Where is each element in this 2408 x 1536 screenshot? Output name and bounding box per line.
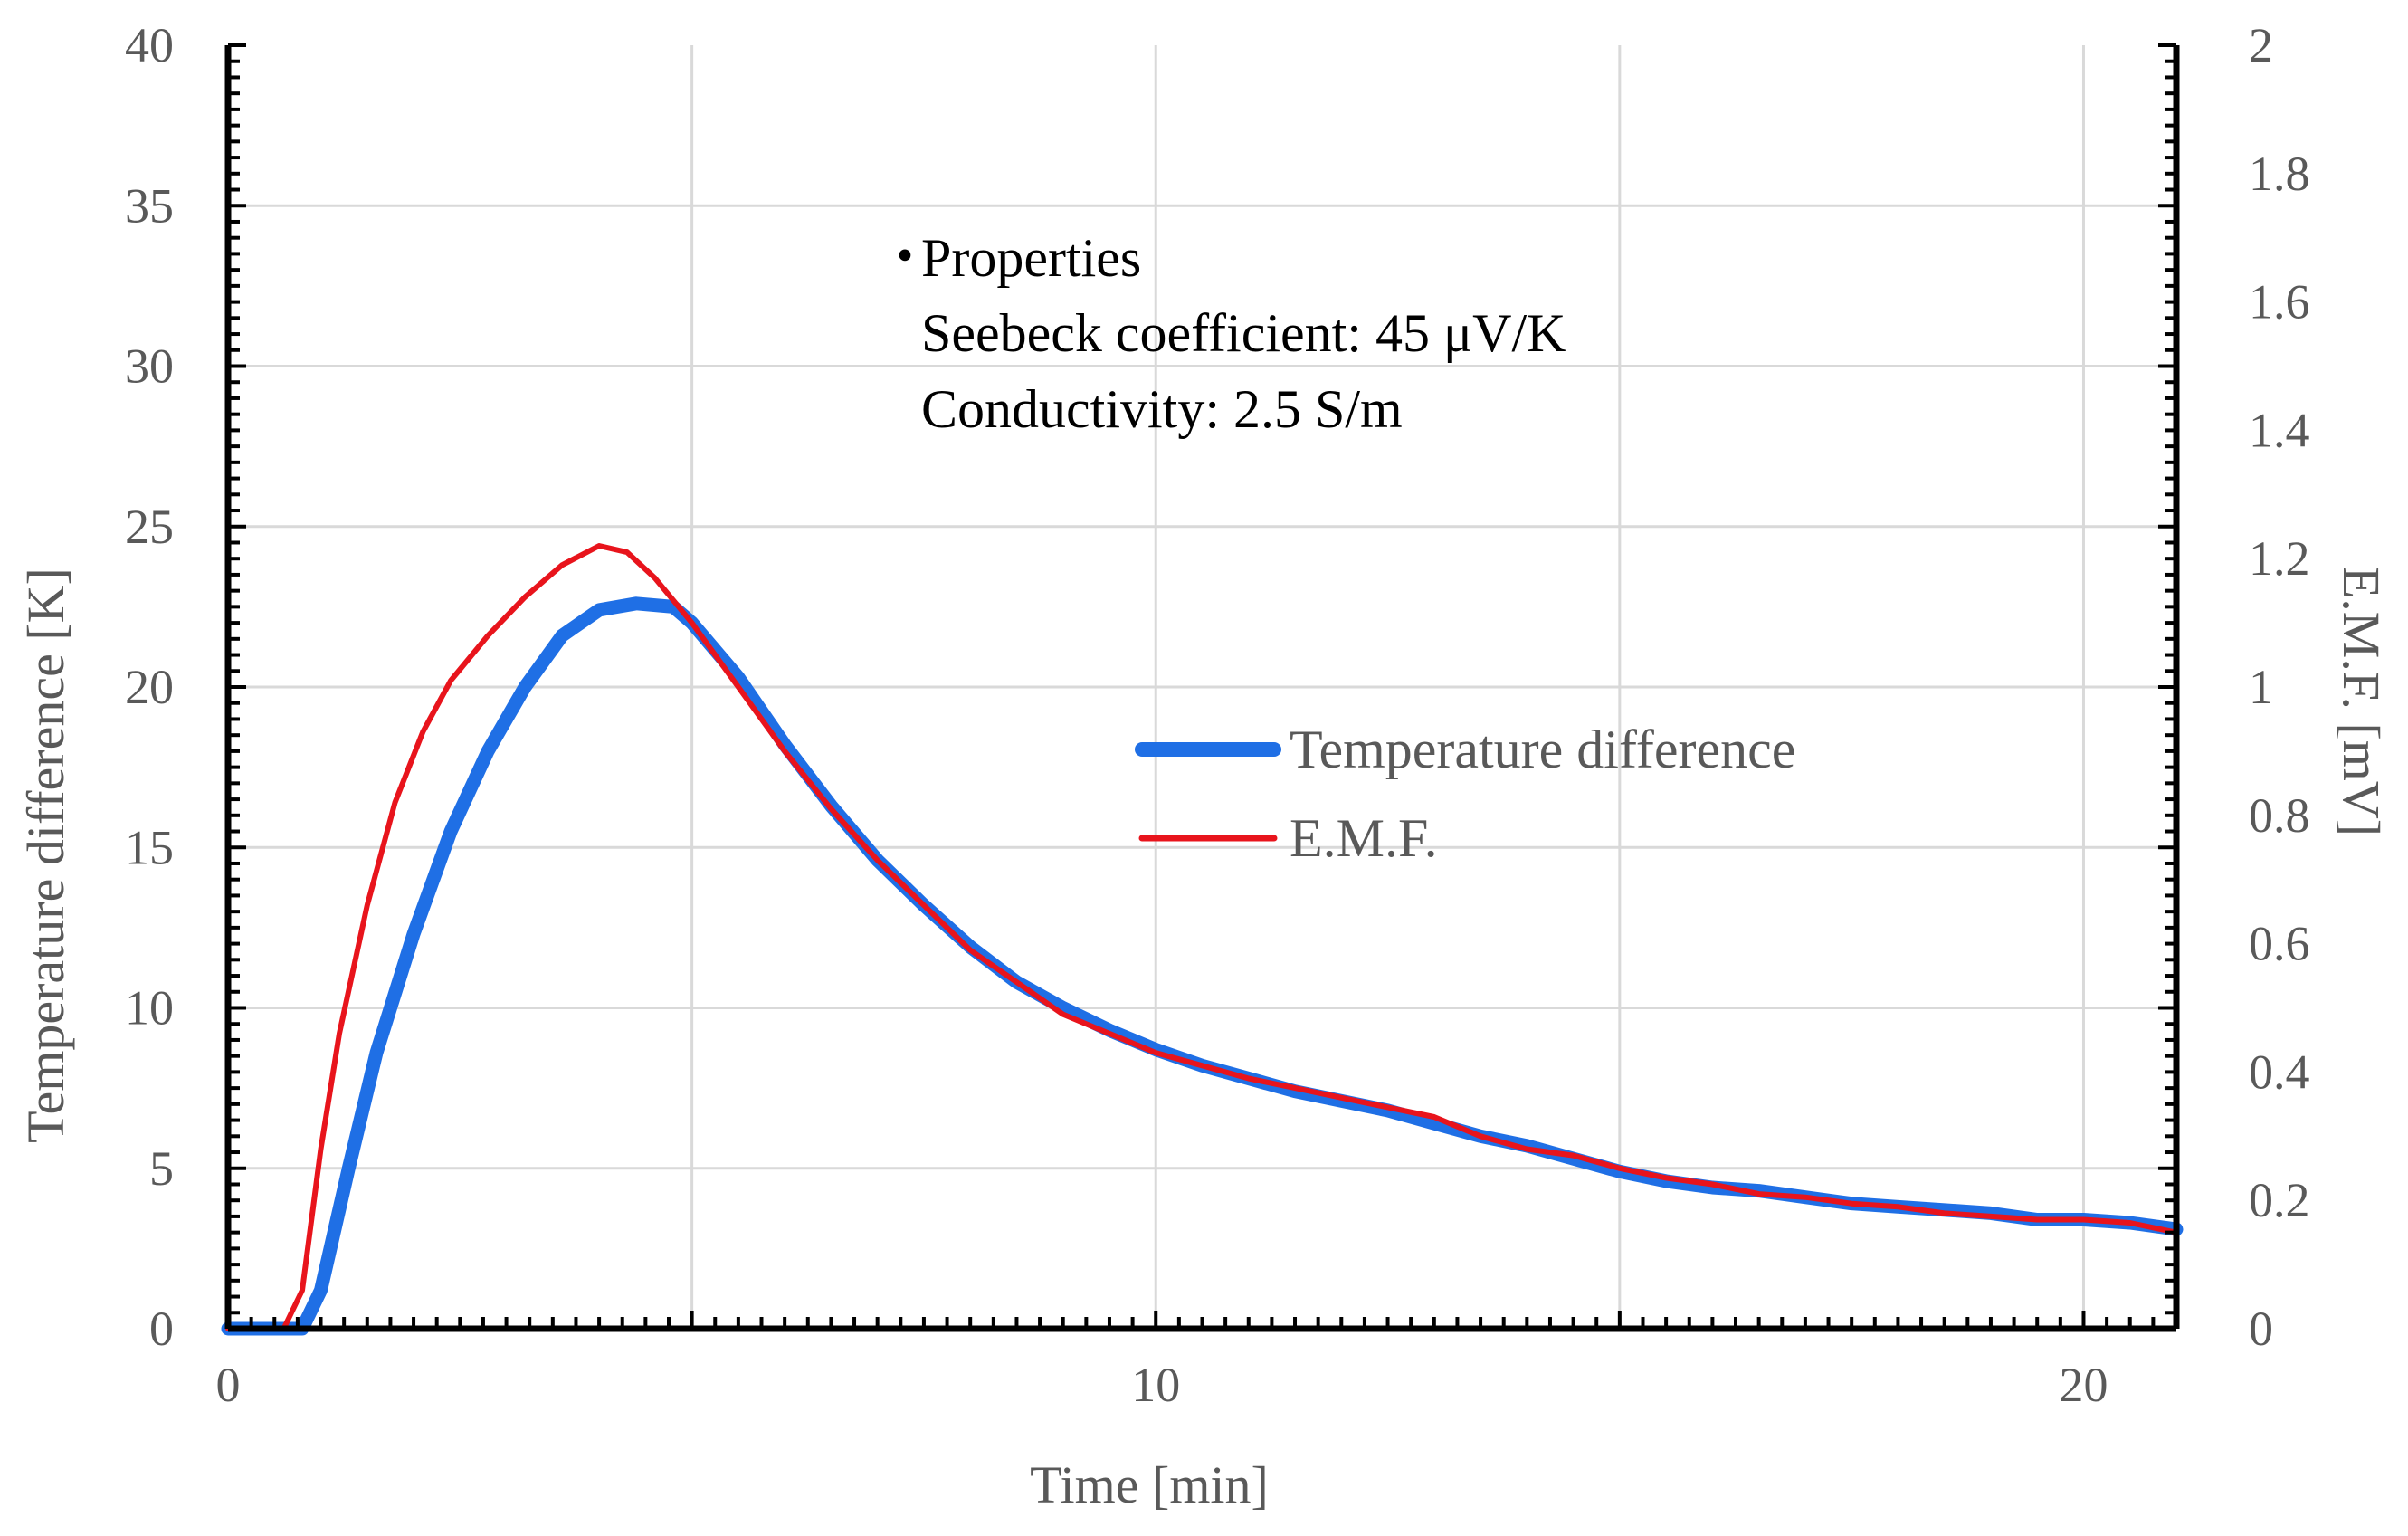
y2-tick-label: 1 bbox=[2249, 660, 2273, 714]
y-tick-label: 15 bbox=[125, 820, 174, 874]
y2-tick-label: 1.2 bbox=[2249, 531, 2310, 586]
y-tick-label: 30 bbox=[125, 339, 174, 394]
x-tick-label: 10 bbox=[1131, 1358, 1180, 1412]
y-tick-label: 10 bbox=[125, 981, 174, 1035]
x-tick-label: 20 bbox=[2059, 1358, 2108, 1412]
y-tick-label: 20 bbox=[125, 660, 174, 714]
properties-annotation: ・ Properties Seebeck coefficient: 45 μV/… bbox=[878, 228, 1566, 439]
y-tick-label: 40 bbox=[125, 18, 174, 72]
y2-tick-label: 0.8 bbox=[2249, 788, 2310, 843]
annotation-line-2: Seebeck coefficient: 45 μV/K bbox=[921, 303, 1566, 363]
y-tick-label: 5 bbox=[149, 1141, 174, 1196]
legend-label-temperature: Temperature difference bbox=[1290, 720, 1795, 779]
y-tick-label: 25 bbox=[125, 500, 174, 554]
y2-tick-label: 0 bbox=[2249, 1302, 2273, 1356]
y2-tick-label: 0.2 bbox=[2249, 1173, 2310, 1227]
axes-frame bbox=[224, 43, 2180, 1332]
y2-axis-title: E.M.F. [mV] bbox=[2332, 567, 2391, 836]
y2-tick-label: 1.6 bbox=[2249, 275, 2310, 329]
y2-tick-label: 1.4 bbox=[2249, 403, 2310, 457]
x-tick-label: 0 bbox=[216, 1358, 241, 1412]
y-tick-label: 35 bbox=[125, 178, 174, 233]
gridlines bbox=[228, 45, 2176, 1329]
legend: Temperature difference E.M.F. bbox=[1135, 720, 1795, 868]
y2-tick-label: 0.4 bbox=[2249, 1045, 2310, 1099]
y-axis-title: Temperature difference [K] bbox=[16, 568, 75, 1143]
series-group bbox=[221, 543, 2184, 1336]
annotation-bullet: ・ bbox=[878, 228, 932, 288]
y-tick-label: 0 bbox=[149, 1302, 174, 1356]
legend-label-emf: E.M.F. bbox=[1290, 808, 1438, 868]
annotation-line-1: Properties bbox=[921, 228, 1141, 288]
y2-tick-label: 2 bbox=[2249, 18, 2273, 72]
y2-tick-label: 1.8 bbox=[2249, 147, 2310, 201]
y2-tick-label: 0.6 bbox=[2249, 917, 2310, 971]
tick-labels: 051015202530354000.20.40.60.811.21.41.61… bbox=[125, 18, 2310, 1412]
series-line-emf bbox=[225, 543, 2179, 1331]
x-axis-title: Time [min] bbox=[1030, 1455, 1269, 1514]
annotation-line-3: Conductivity: 2.5 S/m bbox=[921, 379, 1403, 439]
